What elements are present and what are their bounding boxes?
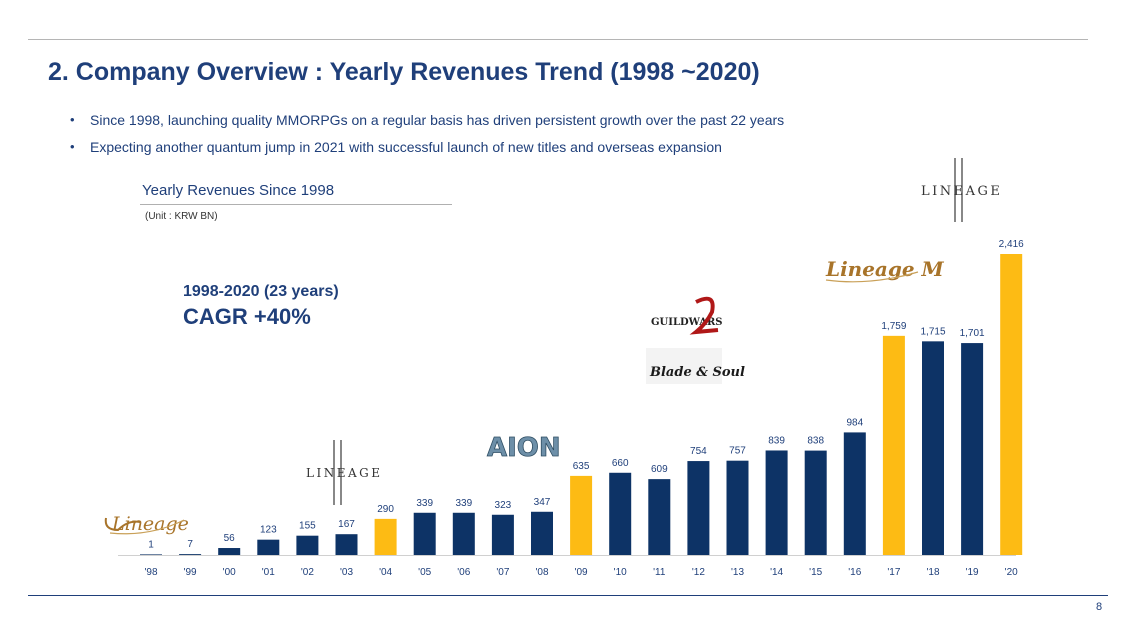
bullet-list: Since 1998, launching quality MMORPGs on… xyxy=(70,110,784,164)
value-label: 838 xyxy=(807,436,824,447)
x-tick-label: '06 xyxy=(457,567,470,578)
bar-12 xyxy=(687,461,710,555)
x-tick-label: '14 xyxy=(770,567,783,578)
bar-17 xyxy=(882,335,905,555)
value-label: 7 xyxy=(187,539,193,550)
page-number: 8 xyxy=(1096,601,1103,613)
x-tick-label: '11 xyxy=(653,567,666,578)
chart-title-underline xyxy=(140,204,452,205)
bar-20 xyxy=(1000,254,1023,555)
x-tick-label: '01 xyxy=(262,567,275,578)
x-tick-label: '18 xyxy=(926,567,939,578)
chart-unit: (Unit : KRW BN) xyxy=(145,211,218,222)
lineage2-logo: LINEAGE xyxy=(306,440,382,505)
x-tick-label: '04 xyxy=(379,567,392,578)
x-tick-label: '03 xyxy=(340,567,353,578)
bar-09 xyxy=(570,475,593,555)
top-divider xyxy=(28,39,1088,40)
cagr-period: 1998-2020 (23 years) xyxy=(183,283,339,300)
bar-05 xyxy=(413,512,436,555)
bar-01 xyxy=(257,539,280,555)
bar-99 xyxy=(179,554,202,555)
chart-title: Yearly Revenues Since 1998 xyxy=(142,182,335,199)
value-label: 1,701 xyxy=(960,328,985,339)
x-tick-label: '16 xyxy=(848,567,861,578)
lineage-logo: Lineage xyxy=(104,513,189,535)
value-label: 1,759 xyxy=(881,321,906,332)
bar-10 xyxy=(609,472,632,555)
lineage2-logo-text: LINEAGE xyxy=(306,466,382,480)
bar-15 xyxy=(804,450,827,555)
bladesoul-logo: Blade & Soul xyxy=(646,348,745,384)
lineage2-logo-large: LINEAGE xyxy=(921,158,1002,222)
x-tick-label-group: '98 '99 '00 '01 '02 '03 '04 '05 '06 '07 '08 '09 '10 '… xyxy=(144,567,1018,578)
bar-16 xyxy=(843,432,866,555)
bar-04 xyxy=(374,518,397,555)
bar-07 xyxy=(491,514,514,555)
x-tick-label: '99 xyxy=(184,567,197,578)
bar-00 xyxy=(218,548,241,555)
value-label: 635 xyxy=(573,461,590,472)
bullet-item: Since 1998, launching quality MMORPGs on… xyxy=(70,110,784,137)
aion-logo-text: AION xyxy=(487,433,561,463)
x-tick-label: '98 xyxy=(144,567,157,578)
bar-06 xyxy=(452,512,475,555)
value-label: 339 xyxy=(416,498,433,509)
x-tick-label: '20 xyxy=(1005,567,1018,578)
value-label: 754 xyxy=(690,446,707,457)
x-tick-label: '19 xyxy=(966,567,979,578)
x-tick-label: '00 xyxy=(223,567,236,578)
value-label: 609 xyxy=(651,464,668,475)
value-label: 339 xyxy=(455,498,472,509)
lineage-logo-text: Lineage xyxy=(111,513,189,535)
x-tick-label: '02 xyxy=(301,567,314,578)
x-tick-label: '08 xyxy=(535,567,548,578)
x-tick-label: '13 xyxy=(731,567,744,578)
value-label: 1,715 xyxy=(920,326,945,337)
bar-group xyxy=(140,254,1023,555)
bar-02 xyxy=(296,535,319,555)
value-label: 56 xyxy=(224,533,236,544)
value-label-group: 1 7 56 123 155 167 290 339 339 323 347 635 660 609 754… xyxy=(148,239,1024,550)
value-label: 290 xyxy=(377,504,394,515)
bar-11 xyxy=(648,479,671,555)
x-tick-label: '15 xyxy=(809,567,822,578)
lineagem-logo-text: Lineage M xyxy=(825,257,945,281)
bar-19 xyxy=(961,343,984,555)
bottom-divider xyxy=(28,595,1108,596)
value-label: 123 xyxy=(260,525,277,536)
bar-03 xyxy=(335,534,358,555)
bar-18 xyxy=(922,341,944,555)
bar-14 xyxy=(765,450,788,555)
value-label: 984 xyxy=(846,417,863,428)
lineage2-large-logo-text: LINEAGE xyxy=(921,184,1002,199)
page-title: 2. Company Overview : Yearly Revenues Tr… xyxy=(48,58,760,86)
value-label: 660 xyxy=(612,458,629,469)
value-label: 323 xyxy=(495,500,512,511)
x-tick-label: '05 xyxy=(418,567,431,578)
value-label: 1 xyxy=(148,539,154,550)
bar-98 xyxy=(140,554,162,555)
value-label: 757 xyxy=(729,446,746,457)
x-tick-label: '12 xyxy=(692,567,705,578)
guildwars2-logo: GUILDWARS xyxy=(651,296,723,335)
cagr-value: CAGR +40% xyxy=(183,304,311,329)
bar-08 xyxy=(531,511,553,555)
bar-13 xyxy=(726,460,749,555)
guildwars-logo-text: GUILDWARS xyxy=(651,317,723,328)
x-tick-label: '07 xyxy=(496,567,509,578)
bullet-item: Expecting another quantum jump in 2021 w… xyxy=(70,137,784,164)
aion-logo: AION xyxy=(487,433,561,464)
value-label: 347 xyxy=(534,497,551,508)
value-label: 2,416 xyxy=(999,239,1024,250)
x-tick-label: '10 xyxy=(614,567,627,578)
x-tick-label: '09 xyxy=(575,567,588,578)
x-tick-label: '17 xyxy=(887,567,900,578)
value-label: 155 xyxy=(299,521,316,532)
lineagem-logo: Lineage M xyxy=(825,257,945,283)
bladesoul-logo-text: Blade & Soul xyxy=(649,365,745,380)
value-label: 839 xyxy=(768,435,785,446)
value-label: 167 xyxy=(338,519,355,530)
